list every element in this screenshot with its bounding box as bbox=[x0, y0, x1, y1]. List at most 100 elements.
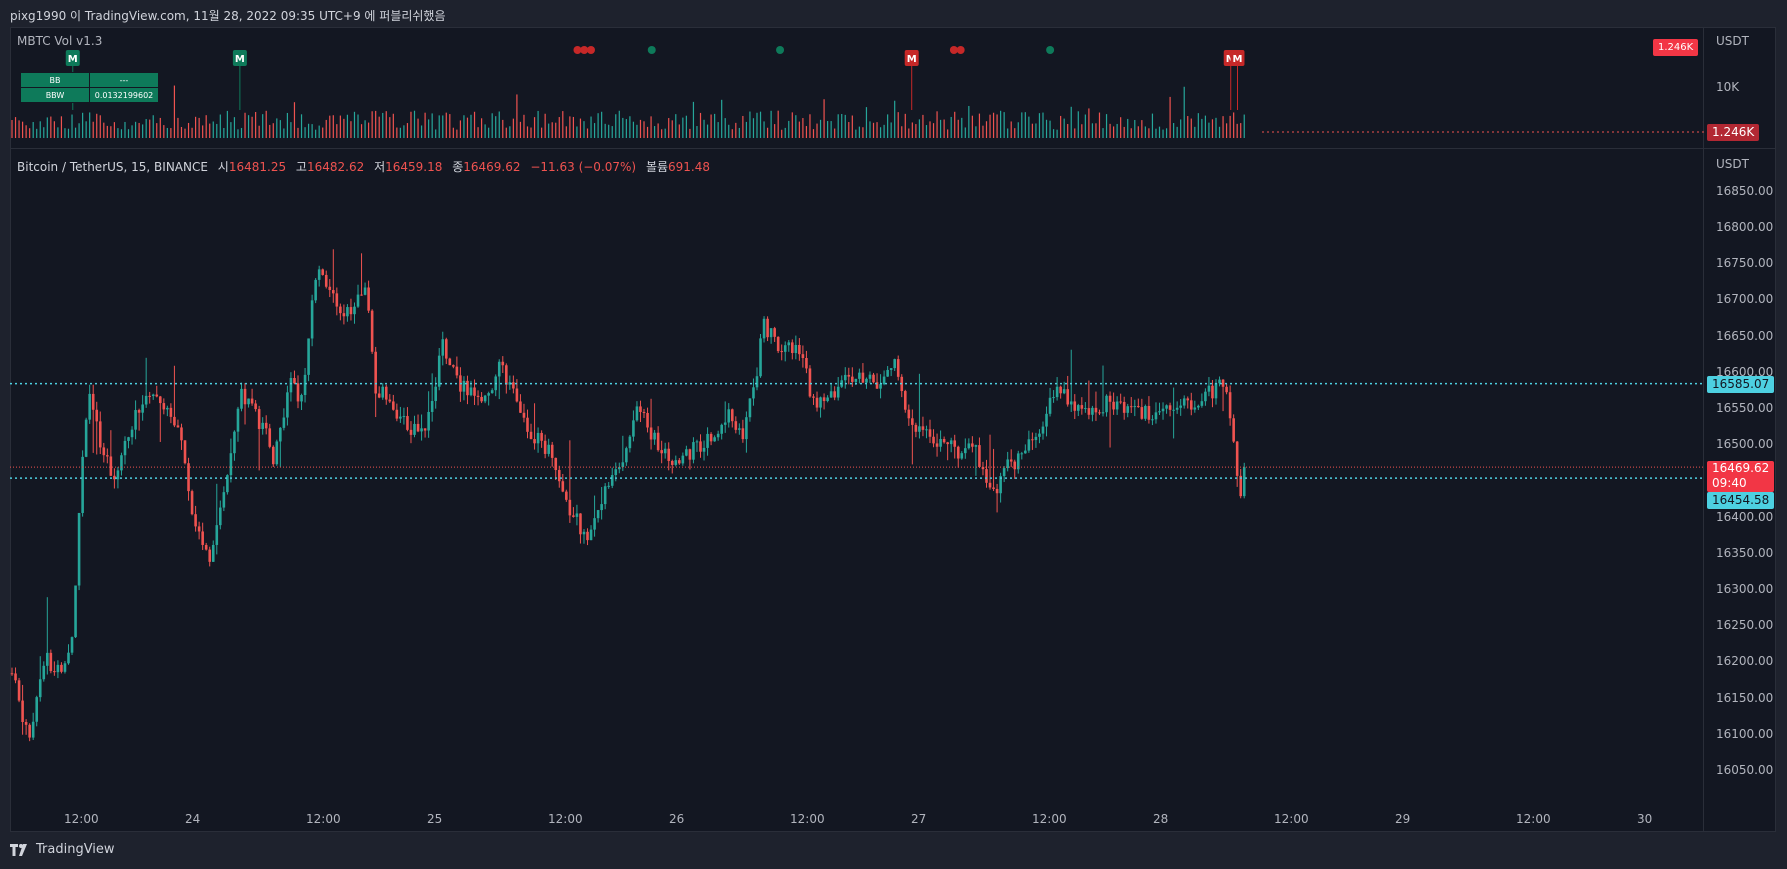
volume-bar bbox=[353, 111, 356, 138]
candle-body bbox=[317, 269, 321, 280]
volume-bar bbox=[1225, 123, 1228, 138]
candle-body bbox=[250, 398, 254, 404]
candle-body bbox=[335, 293, 339, 307]
volume-bar bbox=[484, 124, 486, 138]
volume-bar bbox=[975, 126, 977, 138]
volume-bar bbox=[1243, 114, 1245, 138]
candle-body bbox=[427, 411, 430, 431]
candle-body bbox=[822, 397, 826, 402]
candle-body bbox=[995, 488, 999, 494]
candle-body bbox=[741, 428, 745, 440]
candle-body bbox=[755, 376, 759, 388]
volume-bar bbox=[650, 116, 652, 138]
candle-body bbox=[607, 485, 611, 487]
volume-bar bbox=[431, 113, 433, 138]
footer-brand[interactable]: TradingView bbox=[10, 842, 115, 857]
bb-value: --- bbox=[89, 72, 159, 88]
volume-bar bbox=[978, 113, 981, 138]
candle-body bbox=[1115, 401, 1119, 410]
candle-body bbox=[254, 403, 257, 410]
y-tick-label: 16350.00 bbox=[1716, 545, 1774, 560]
volume-bar bbox=[721, 99, 723, 138]
candle-body bbox=[363, 287, 367, 295]
volume-bar bbox=[710, 114, 712, 138]
volume-bar bbox=[223, 127, 225, 138]
marker-dot bbox=[1046, 46, 1055, 54]
ohlc-high-key: 고 bbox=[295, 160, 307, 174]
marker-dot bbox=[956, 46, 965, 54]
chart-frame[interactable] bbox=[10, 27, 1776, 832]
candle-body bbox=[98, 421, 102, 448]
price-unit: USDT bbox=[1716, 157, 1749, 171]
volume-bar bbox=[74, 127, 77, 138]
candle-body bbox=[794, 344, 798, 354]
candle-body bbox=[434, 386, 437, 402]
legend-row[interactable]: Bitcoin / TetherUS, 15, BINANCE 시16481.2… bbox=[17, 158, 710, 175]
candle-body bbox=[893, 359, 896, 369]
volume-bar bbox=[551, 122, 553, 138]
candle-body bbox=[674, 460, 678, 465]
candle-body bbox=[84, 419, 88, 457]
candle-body bbox=[448, 358, 452, 366]
volume-bar bbox=[230, 122, 232, 138]
indicator-title[interactable]: MBTC Vol v1.3 bbox=[17, 34, 103, 48]
candle-body bbox=[402, 416, 406, 418]
volume-bar bbox=[625, 119, 627, 138]
candle-body bbox=[176, 425, 180, 428]
candle-body bbox=[533, 439, 536, 444]
volume-bar bbox=[110, 126, 112, 138]
candle-body bbox=[219, 507, 222, 526]
candle-body bbox=[911, 418, 914, 425]
candle-body bbox=[1031, 439, 1034, 441]
volume-bar bbox=[237, 129, 239, 138]
candle-body bbox=[882, 376, 886, 385]
volume-bar bbox=[1222, 116, 1224, 138]
candle-body bbox=[649, 427, 653, 440]
volume-bar bbox=[819, 119, 822, 138]
volume-bar bbox=[480, 118, 483, 138]
volume-bar bbox=[1229, 115, 1231, 138]
volume-bar bbox=[396, 127, 398, 138]
candle-body bbox=[222, 492, 226, 508]
symbol-label: Bitcoin / TetherUS, 15, BINANCE bbox=[17, 160, 208, 174]
volume-bar bbox=[569, 116, 571, 138]
candle-body bbox=[247, 398, 250, 405]
volume-bar bbox=[830, 121, 832, 138]
ohlc-high-value: 16482.62 bbox=[306, 160, 365, 174]
candle-body bbox=[183, 440, 187, 464]
candle-body bbox=[173, 416, 176, 426]
candle-body bbox=[53, 671, 56, 673]
volume-bar bbox=[526, 126, 529, 138]
candle-body bbox=[787, 342, 791, 346]
candle-body bbox=[1151, 419, 1154, 421]
volume-bar bbox=[752, 118, 755, 138]
volume-bar bbox=[46, 117, 48, 138]
candle-body bbox=[423, 428, 427, 431]
volume-bar bbox=[339, 115, 341, 138]
volume-bar bbox=[1240, 123, 1242, 138]
candle-body bbox=[1147, 405, 1151, 420]
volume-bar bbox=[901, 126, 903, 138]
volume-bar bbox=[336, 124, 338, 138]
candle-body bbox=[469, 387, 473, 396]
candle-body bbox=[324, 274, 328, 287]
candle-body bbox=[384, 386, 388, 400]
volume-bar bbox=[96, 113, 98, 138]
volume-bar bbox=[452, 127, 454, 138]
volume-bar bbox=[276, 118, 278, 138]
pane-separator[interactable] bbox=[10, 148, 1776, 149]
y-tick-label: 16300.00 bbox=[1716, 582, 1774, 596]
volume-bar bbox=[290, 122, 292, 138]
candle-body bbox=[1013, 461, 1017, 470]
candle-body bbox=[858, 372, 861, 379]
volume-bar bbox=[89, 112, 91, 138]
candle-body bbox=[1165, 405, 1168, 409]
candle-body bbox=[377, 393, 381, 398]
volume-bar bbox=[1204, 115, 1207, 138]
candle-body bbox=[74, 585, 77, 638]
marker-dot bbox=[647, 46, 656, 54]
candle-body bbox=[872, 374, 875, 383]
volume-bar bbox=[191, 127, 193, 138]
x-tick-label: 26 bbox=[669, 812, 685, 826]
